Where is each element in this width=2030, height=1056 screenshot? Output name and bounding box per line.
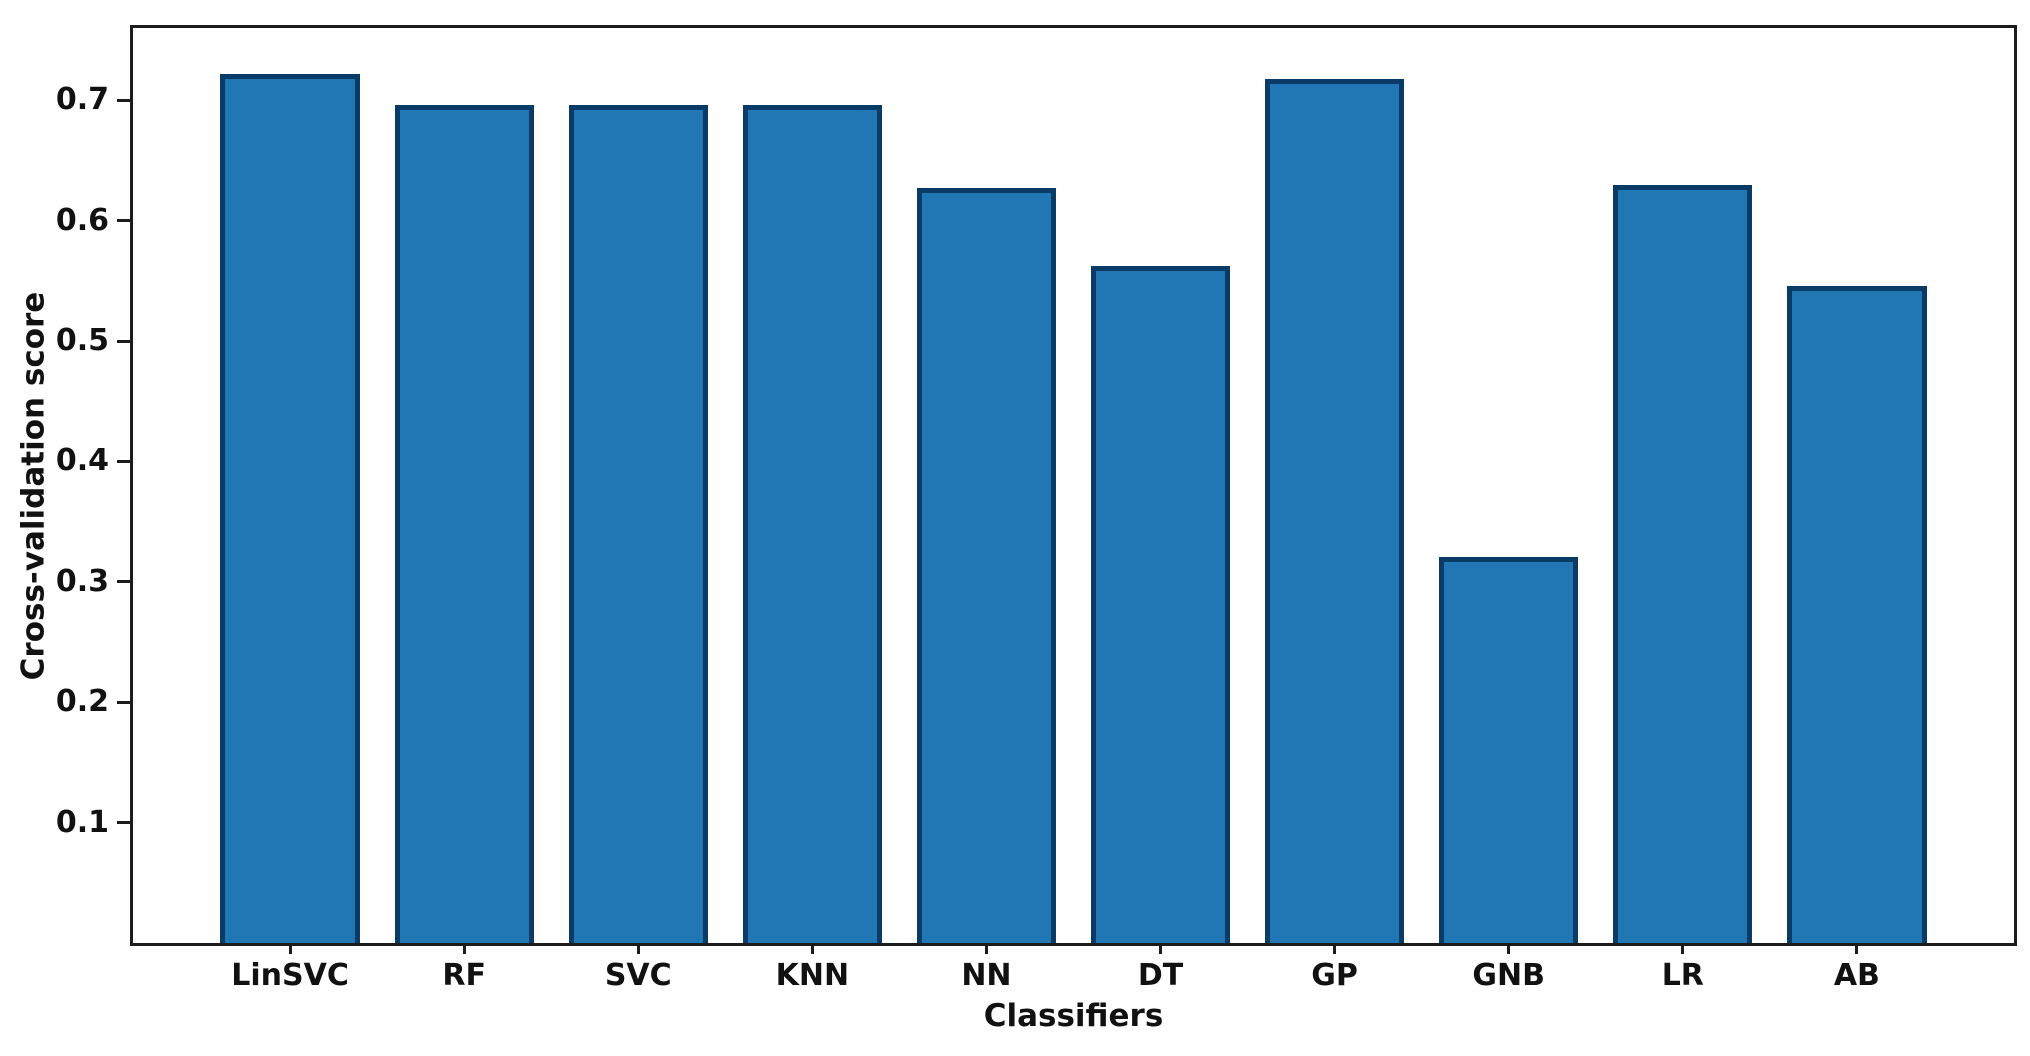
bar-LinSVC <box>220 73 360 943</box>
bar-AB <box>1787 285 1927 943</box>
bar-slot <box>377 28 551 943</box>
bar-slot <box>1073 28 1247 943</box>
y-tick-label: 0.4 <box>55 443 109 479</box>
bars-row <box>133 28 2014 943</box>
y-axis-label: Cross-validation score <box>15 291 52 681</box>
x-tick-label: RF <box>442 958 486 993</box>
x-tick-label: NN <box>961 958 1012 993</box>
x-tick-mark <box>1507 943 1511 954</box>
x-tick: LinSVC <box>203 943 377 991</box>
x-tick-mark <box>636 943 640 954</box>
x-tick-label: SVC <box>604 958 672 993</box>
y-tick-label: 0.3 <box>55 563 109 599</box>
x-tick: LR <box>1596 943 1770 991</box>
bar-slot <box>551 28 725 943</box>
x-tick: RF <box>377 943 551 991</box>
x-tick-label: LinSVC <box>231 958 349 993</box>
x-tick-label: GP <box>1311 958 1358 993</box>
x-tick-mark <box>462 943 466 954</box>
bar-slot <box>1770 28 1944 943</box>
x-tick-mark <box>810 943 814 954</box>
x-tick-mark <box>984 943 988 954</box>
y-tick-mark <box>117 219 130 223</box>
y-tick-label: 0.5 <box>55 323 109 359</box>
y-tick-mark <box>117 98 130 102</box>
x-tick: DT <box>1073 943 1247 991</box>
bar-NN <box>916 188 1057 943</box>
x-tick: NN <box>899 943 1073 991</box>
y-tick-label: 0.2 <box>55 684 109 720</box>
x-tick-mark <box>1333 943 1337 954</box>
y-tick-label: 0.6 <box>55 202 109 238</box>
bar-GNB <box>1439 556 1579 943</box>
x-tick: KNN <box>725 943 899 991</box>
x-tick: GP <box>1248 943 1422 991</box>
y-tick-mark <box>117 580 130 584</box>
plot-area: LinSVC RF SVC KNN NN DT GP GNB LR AB Classifiers … <box>56 25 2017 1032</box>
bar-slot <box>1248 28 1422 943</box>
y-tick-mark <box>117 700 130 704</box>
x-axis-label: Classifiers <box>983 998 1164 1034</box>
bar-RF <box>394 105 534 943</box>
y-tick-label: 0.7 <box>55 82 109 118</box>
bar-SVC <box>568 105 708 943</box>
x-tick: GNB <box>1422 943 1596 991</box>
bar-slot <box>1422 28 1596 943</box>
y-tick-mark <box>117 339 130 343</box>
x-tick-mark <box>1159 943 1163 954</box>
bar-GP <box>1264 78 1405 943</box>
x-tick-label: GNB <box>1472 958 1545 993</box>
x-tick-label: AB <box>1833 958 1880 993</box>
x-tick-mark <box>1855 943 1859 954</box>
bar-KNN <box>742 105 882 943</box>
x-tick-mark <box>288 943 292 954</box>
xticks-row: LinSVC RF SVC KNN NN DT GP GNB LR AB <box>133 943 2014 991</box>
x-tick: SVC <box>551 943 725 991</box>
x-tick: AB <box>1770 943 1944 991</box>
x-tick-label: KNN <box>775 958 850 993</box>
x-tick-label: LR <box>1661 958 1704 993</box>
bar-LR <box>1613 184 1753 943</box>
bar-DT <box>1090 266 1231 943</box>
bar-slot <box>725 28 899 943</box>
y-tick-mark <box>117 459 130 463</box>
x-tick-mark <box>1681 943 1685 954</box>
y-tick-label: 0.1 <box>55 804 109 840</box>
y-tick-mark <box>117 821 130 825</box>
bar-slot <box>899 28 1073 943</box>
bar-slot <box>1596 28 1770 943</box>
x-tick-label: DT <box>1137 958 1184 993</box>
bar-slot <box>203 28 377 943</box>
